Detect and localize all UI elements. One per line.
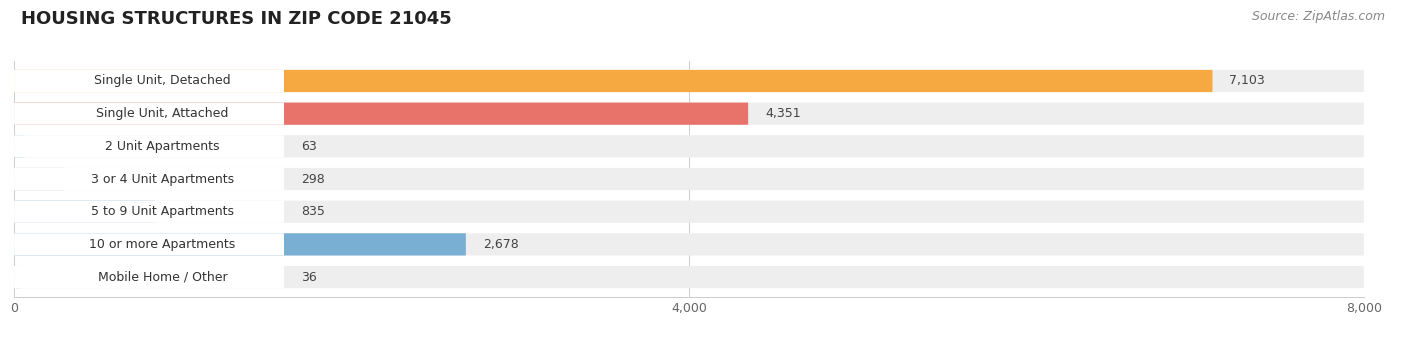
- Text: 36: 36: [301, 270, 316, 284]
- FancyBboxPatch shape: [14, 70, 1212, 92]
- Text: 2,678: 2,678: [482, 238, 519, 251]
- FancyBboxPatch shape: [14, 135, 25, 158]
- Text: Single Unit, Attached: Single Unit, Attached: [97, 107, 229, 120]
- FancyBboxPatch shape: [14, 233, 1364, 255]
- Text: 10 or more Apartments: 10 or more Apartments: [90, 238, 236, 251]
- FancyBboxPatch shape: [14, 201, 155, 223]
- Text: 298: 298: [301, 173, 325, 186]
- FancyBboxPatch shape: [14, 103, 1364, 125]
- Text: 7,103: 7,103: [1229, 74, 1265, 88]
- FancyBboxPatch shape: [14, 103, 748, 125]
- FancyBboxPatch shape: [14, 135, 1364, 158]
- FancyBboxPatch shape: [14, 233, 284, 255]
- Text: Mobile Home / Other: Mobile Home / Other: [98, 270, 228, 284]
- Text: Source: ZipAtlas.com: Source: ZipAtlas.com: [1251, 10, 1385, 23]
- FancyBboxPatch shape: [14, 201, 1364, 223]
- Text: 3 or 4 Unit Apartments: 3 or 4 Unit Apartments: [91, 173, 233, 186]
- Text: 63: 63: [301, 140, 316, 153]
- FancyBboxPatch shape: [14, 70, 1364, 92]
- FancyBboxPatch shape: [14, 168, 65, 190]
- FancyBboxPatch shape: [14, 70, 284, 92]
- FancyBboxPatch shape: [14, 266, 20, 288]
- FancyBboxPatch shape: [14, 233, 465, 255]
- Text: 2 Unit Apartments: 2 Unit Apartments: [105, 140, 219, 153]
- Text: Single Unit, Detached: Single Unit, Detached: [94, 74, 231, 88]
- FancyBboxPatch shape: [14, 201, 284, 223]
- FancyBboxPatch shape: [14, 135, 284, 158]
- FancyBboxPatch shape: [14, 168, 284, 190]
- FancyBboxPatch shape: [14, 103, 284, 125]
- FancyBboxPatch shape: [14, 266, 284, 288]
- Text: 4,351: 4,351: [765, 107, 800, 120]
- Text: 835: 835: [301, 205, 325, 218]
- FancyBboxPatch shape: [14, 168, 1364, 190]
- FancyBboxPatch shape: [14, 266, 1364, 288]
- Text: HOUSING STRUCTURES IN ZIP CODE 21045: HOUSING STRUCTURES IN ZIP CODE 21045: [21, 10, 451, 28]
- Text: 5 to 9 Unit Apartments: 5 to 9 Unit Apartments: [91, 205, 233, 218]
